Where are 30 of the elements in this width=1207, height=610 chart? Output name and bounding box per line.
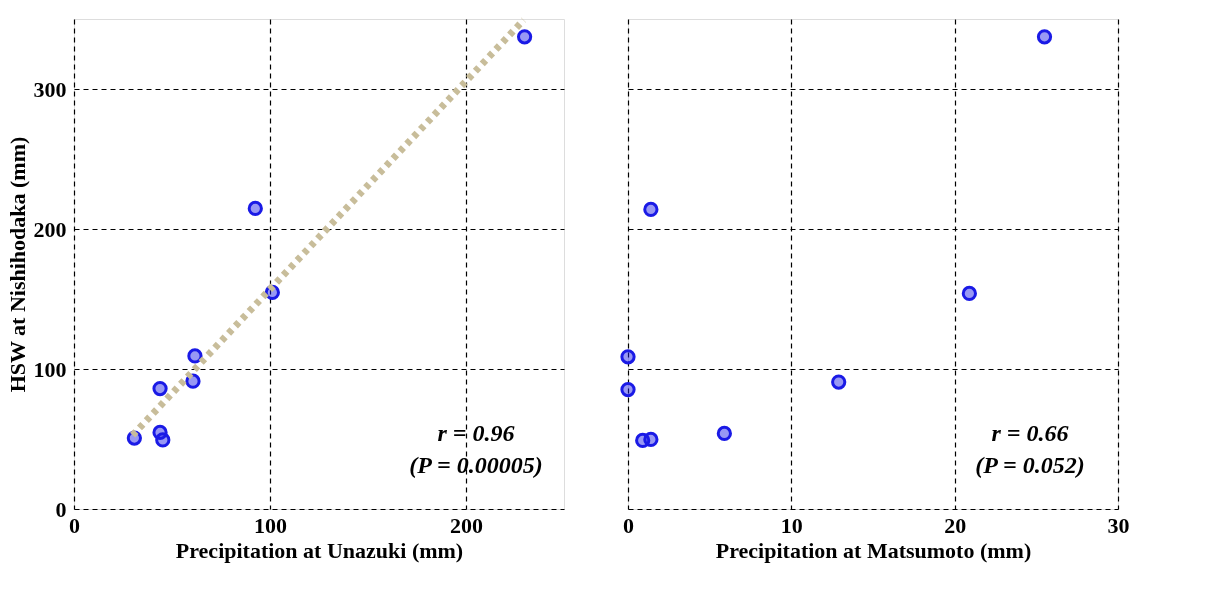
annotation: r = 0.96	[437, 420, 515, 446]
point	[1036, 29, 1053, 45]
annotation: (P = 0.00005)	[409, 452, 543, 478]
y-tick-label: 300	[33, 76, 67, 102]
point	[961, 285, 977, 302]
point	[247, 200, 263, 217]
x-tick-label: 100	[254, 512, 287, 538]
point	[620, 381, 636, 398]
x-tick-label: 20	[944, 512, 967, 538]
point	[831, 374, 847, 390]
x-tick-label: 30	[1107, 512, 1130, 538]
y-tick-label: 0	[55, 496, 67, 522]
annotation: r = 0.66	[991, 420, 1069, 446]
point	[152, 380, 168, 397]
point	[620, 349, 636, 365]
y-axis-title: HSW at Nishihodaka (mm)	[4, 136, 30, 393]
point	[716, 425, 732, 442]
x-axis-title: Precipitation at Matsumoto (mm)	[715, 537, 1032, 563]
annotation: (P = 0.052)	[975, 452, 1085, 478]
x-tick-label: 10	[780, 512, 803, 538]
point	[187, 348, 203, 364]
point	[155, 432, 171, 448]
y-tick-label: 100	[33, 356, 67, 382]
point	[643, 201, 659, 218]
x-tick-label: 200	[450, 512, 483, 538]
x-tick-label: 0	[623, 512, 634, 538]
point	[643, 431, 659, 448]
point	[516, 29, 533, 45]
y-tick-label: 200	[33, 216, 67, 242]
x-axis-title: Precipitation at Unazuki (mm)	[175, 537, 464, 563]
